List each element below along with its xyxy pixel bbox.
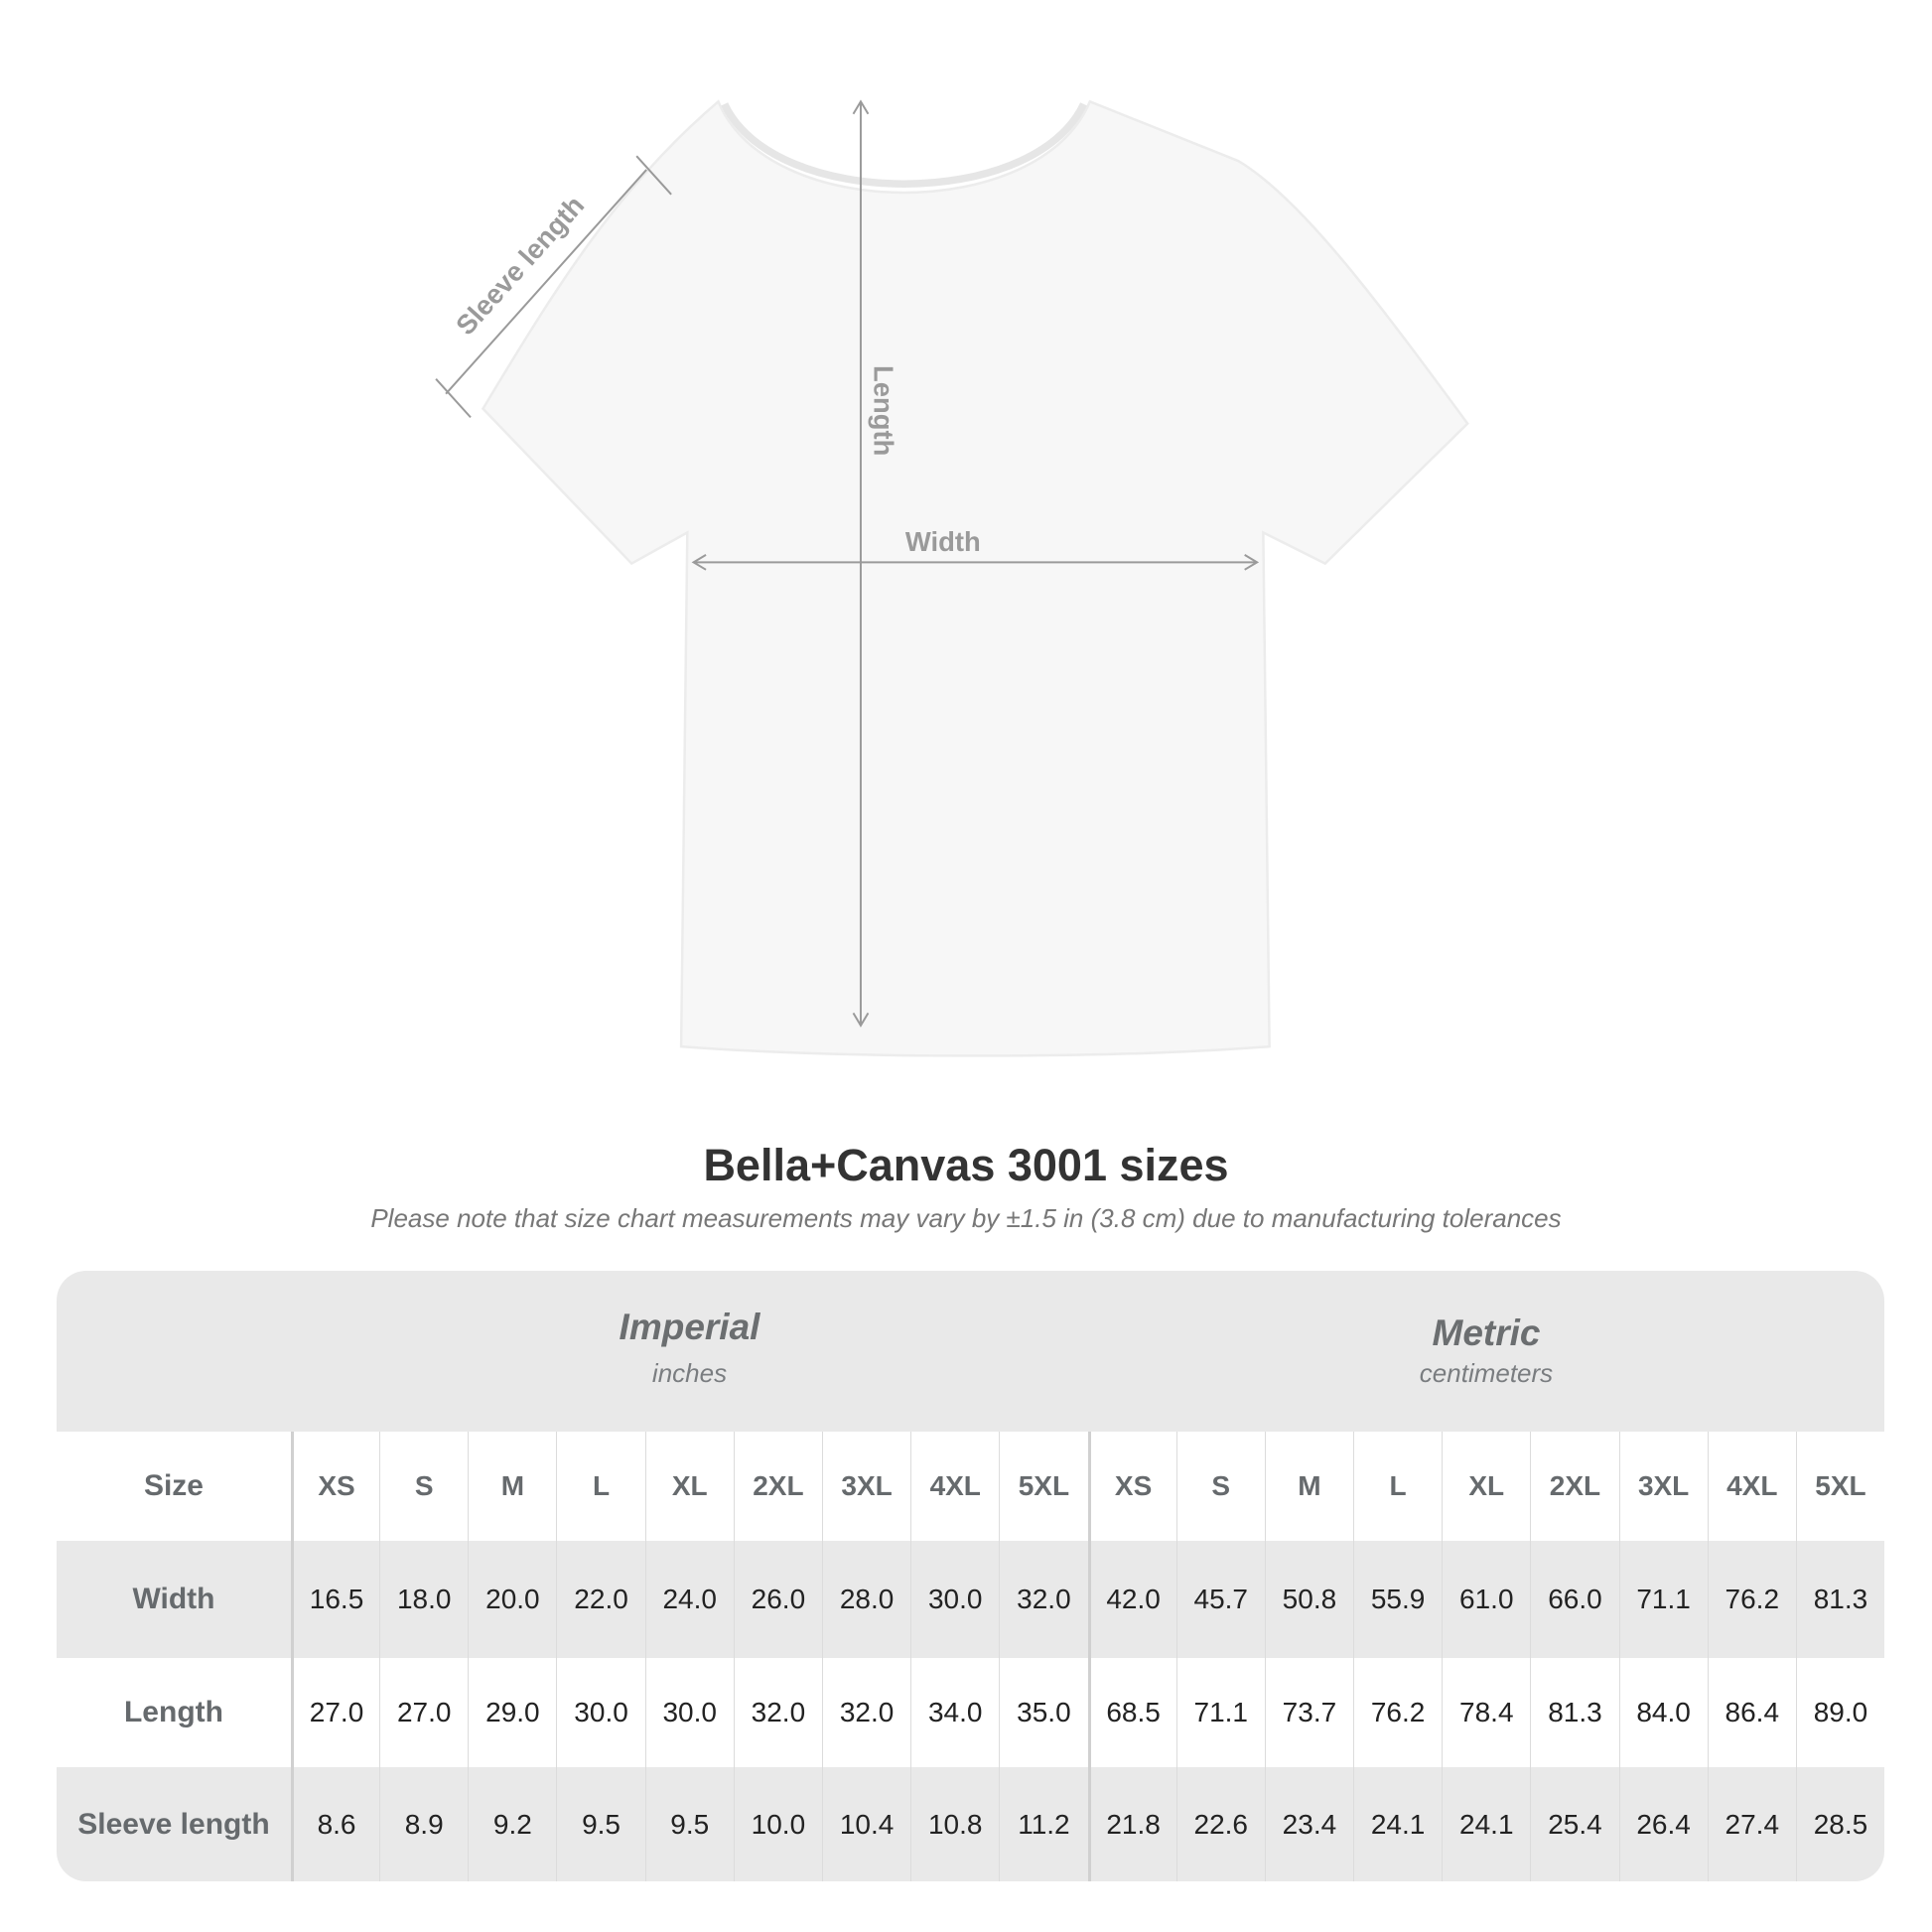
table-cell-metric: 24.1	[1442, 1767, 1530, 1881]
table-cell-metric: 89.0	[1795, 1658, 1884, 1767]
table-cell-imperial: 8.6	[290, 1767, 379, 1881]
table-row: Sleeve length 8.6 8.9 9.2 9.5 9.5 10.0 10.4 10.8…	[57, 1767, 1884, 1881]
size-header-metric: 2XL	[1530, 1432, 1618, 1541]
size-header-imperial: 2XL	[733, 1432, 822, 1541]
size-header-row: Size XS S M L XL 2XL 3XL 4XL 5XL XS S M L XL 2XL 3XL 4XL 5…	[57, 1432, 1884, 1541]
table-cell-metric: 25.4	[1530, 1767, 1618, 1881]
metric-header: Metric centimeters	[1088, 1271, 1884, 1432]
table-cell-imperial: 28.0	[821, 1541, 910, 1658]
row-label: Length	[123, 1696, 223, 1728]
imperial-title: Imperial	[619, 1307, 760, 1347]
table-cell-imperial: 30.0	[910, 1541, 999, 1658]
size-header-imperial: L	[556, 1432, 644, 1541]
table-cell-imperial: 27.0	[379, 1658, 468, 1767]
table-cell-imperial: 9.5	[556, 1767, 644, 1881]
table-cell-metric: 81.3	[1530, 1658, 1618, 1767]
table-cell-imperial: 9.5	[644, 1767, 734, 1881]
table-cell-metric: 26.4	[1618, 1767, 1708, 1881]
measure-lines	[435, 99, 1260, 1028]
table-cell-metric: 76.2	[1353, 1658, 1442, 1767]
table-cell-metric: 22.6	[1175, 1767, 1265, 1881]
size-table: Imperial inches Metric centimeters Size X…	[57, 1271, 1884, 1881]
table-cell-metric: 42.0	[1087, 1541, 1176, 1658]
table-cell-imperial: 30.0	[556, 1658, 644, 1767]
table-cell-metric: 27.4	[1707, 1767, 1796, 1881]
table-cell-imperial: 11.2	[999, 1767, 1087, 1881]
table-cell-imperial: 10.0	[733, 1767, 822, 1881]
table-cell-metric: 68.5	[1087, 1658, 1176, 1767]
size-header-imperial: XL	[644, 1432, 734, 1541]
table-cell-metric: 55.9	[1353, 1541, 1442, 1658]
size-header-imperial: S	[379, 1432, 468, 1541]
table-cell-imperial: 35.0	[999, 1658, 1087, 1767]
size-header-metric: 4XL	[1707, 1432, 1796, 1541]
table-cell-metric: 71.1	[1618, 1541, 1708, 1658]
size-header-metric: 5XL	[1795, 1432, 1884, 1541]
table-cell-imperial: 20.0	[468, 1541, 556, 1658]
table-row: Length 27.0 27.0 29.0 30.0 30.0 32.0 32.0 34.0 35…	[57, 1658, 1884, 1767]
size-header-imperial: 5XL	[999, 1432, 1087, 1541]
table-cell-imperial: 9.2	[468, 1767, 556, 1881]
table-cell-metric: 23.4	[1264, 1767, 1353, 1881]
size-header-metric: L	[1353, 1432, 1442, 1541]
table-cell-metric: 84.0	[1618, 1658, 1708, 1767]
tolerance-note: Please note that size chart measurements…	[370, 1203, 1562, 1233]
table-cell-imperial: 29.0	[468, 1658, 556, 1767]
table-cell-imperial: 27.0	[290, 1658, 379, 1767]
metric-title: Metric	[1432, 1312, 1541, 1353]
length-label: Length	[869, 365, 899, 456]
collar	[721, 102, 1087, 188]
table-cell-imperial: 32.0	[733, 1658, 822, 1767]
table-cell-metric: 66.0	[1530, 1541, 1618, 1658]
size-header-metric: 3XL	[1618, 1432, 1708, 1541]
page-title: Bella+Canvas 3001 sizes	[703, 1140, 1229, 1190]
table-cell-imperial: 10.4	[821, 1767, 910, 1881]
table-cell-imperial: 18.0	[379, 1541, 468, 1658]
tshirt-image	[481, 99, 1469, 1057]
table-cell-metric: 76.2	[1707, 1541, 1796, 1658]
table-cell-imperial: 32.0	[821, 1658, 910, 1767]
table-cell-metric: 81.3	[1795, 1541, 1884, 1658]
table-cell-metric: 45.7	[1175, 1541, 1265, 1658]
table-cell-imperial: 26.0	[733, 1541, 822, 1658]
table-cell-metric: 50.8	[1264, 1541, 1353, 1658]
table-cell-metric: 28.5	[1795, 1767, 1884, 1881]
size-header-metric: S	[1175, 1432, 1265, 1541]
imperial-unit: inches	[651, 1358, 728, 1388]
table-cell-metric: 78.4	[1442, 1658, 1530, 1767]
table-cell-metric: 71.1	[1175, 1658, 1265, 1767]
table-cell-imperial: 22.0	[556, 1541, 644, 1658]
size-header-metric: M	[1264, 1432, 1353, 1541]
imperial-header: Imperial inches	[291, 1271, 1088, 1432]
size-header-imperial: M	[468, 1432, 556, 1541]
table-cell-metric: 86.4	[1707, 1658, 1796, 1767]
table-cell-metric: 61.0	[1442, 1541, 1530, 1658]
table-cell-imperial: 24.0	[644, 1541, 734, 1658]
table-cell-imperial: 30.0	[644, 1658, 734, 1767]
metric-unit: centimeters	[1419, 1358, 1554, 1388]
size-header-imperial: 4XL	[910, 1432, 999, 1541]
row-label: Sleeve length	[77, 1807, 270, 1841]
row-label: Width	[132, 1583, 215, 1615]
size-header-imperial: 3XL	[821, 1432, 910, 1541]
size-header-imperial: XS	[290, 1432, 379, 1541]
table-cell-imperial: 32.0	[999, 1541, 1087, 1658]
table-cell-imperial: 10.8	[910, 1767, 999, 1881]
width-label: Width	[905, 526, 981, 557]
table-cell-metric: 73.7	[1264, 1658, 1353, 1767]
sleeve-line	[445, 169, 647, 395]
table-cell-metric: 24.1	[1353, 1767, 1442, 1881]
table-cell-imperial: 16.5	[290, 1541, 379, 1658]
size-header-metric: XL	[1442, 1432, 1530, 1541]
table-cell-imperial: 8.9	[379, 1767, 468, 1881]
table-cell-imperial: 34.0	[910, 1658, 999, 1767]
row-label: Size	[143, 1469, 204, 1502]
table-cell-metric: 21.8	[1087, 1767, 1176, 1881]
table-row: Width 16.5 18.0 20.0 22.0 24.0 26.0 28.0 30.0 32.…	[57, 1541, 1884, 1658]
size-header-metric: XS	[1087, 1432, 1176, 1541]
